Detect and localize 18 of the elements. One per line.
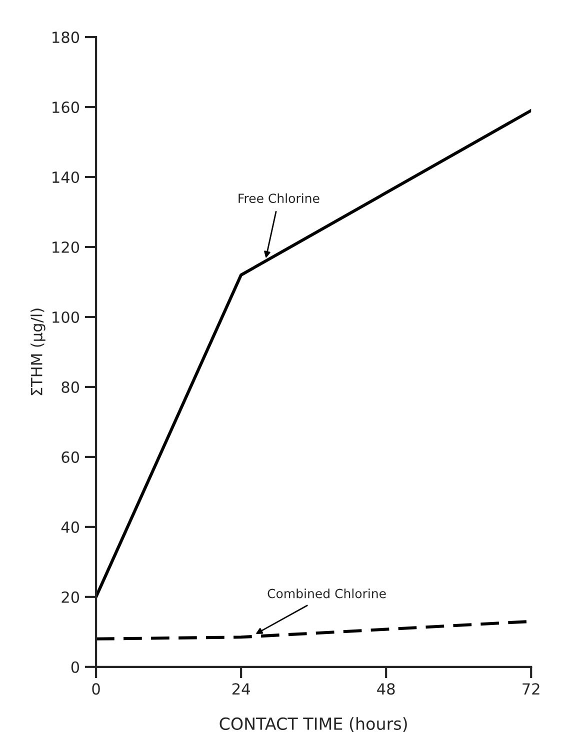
y-tick-label: 120	[52, 241, 80, 254]
y-axis-title: ΣTHM (µg/l)	[30, 308, 46, 396]
annotation: Combined Chlorine	[268, 588, 386, 598]
x-tick-label: 72	[522, 683, 540, 694]
x-tick-label: 24	[232, 683, 250, 694]
annotation: Free Chlorine	[238, 193, 320, 204]
y-tick-label: 180	[52, 32, 80, 44]
y-tick-label: 0	[71, 661, 80, 673]
x-axis-title: CONTACT TIME (hours)	[220, 717, 407, 732]
y-tick-label: 20	[62, 591, 80, 603]
x-tick-label: 0	[92, 683, 100, 695]
y-tick-label: 80	[62, 381, 80, 393]
y-tick-label: 140	[52, 171, 80, 184]
y-tick-label: 40	[61, 521, 80, 533]
y-tick-label: 100	[52, 311, 80, 324]
x-tick-label: 48	[377, 683, 395, 695]
y-tick-label: 160	[52, 102, 80, 114]
y-tick-label: 60	[62, 451, 80, 463]
